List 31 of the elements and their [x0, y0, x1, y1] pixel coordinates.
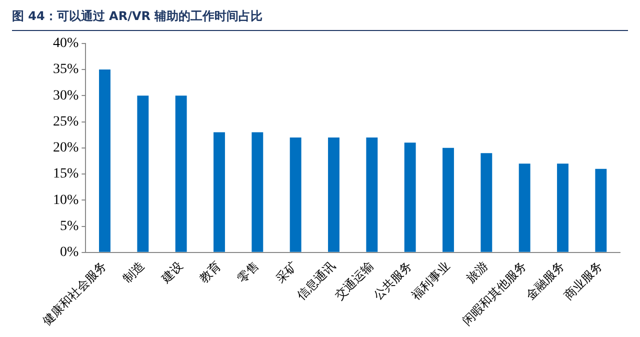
- bar: [175, 96, 187, 252]
- bar: [214, 132, 225, 252]
- x-tick-label: 教育: [196, 258, 224, 286]
- bar: [557, 164, 568, 252]
- y-tick-label: 15%: [52, 166, 79, 182]
- chart-title: 图 44：可以通过 AR/VR 辅助的工作时间占比: [12, 4, 628, 31]
- x-tick-label: 建设: [158, 258, 186, 287]
- bar: [442, 148, 454, 252]
- bar: [252, 132, 264, 252]
- y-tick-label: 40%: [52, 36, 79, 52]
- y-tick-label: 25%: [52, 114, 79, 130]
- y-tick-label: 10%: [52, 192, 79, 208]
- y-tick-label: 5%: [60, 218, 79, 234]
- x-tick-label: 采矿: [273, 258, 300, 286]
- bar: [480, 153, 492, 252]
- x-tick-label: 制造: [120, 258, 148, 286]
- x-tick-label: 健康和社会服务: [40, 258, 110, 328]
- bar: [328, 137, 340, 252]
- x-tick-label: 旅游: [464, 258, 491, 286]
- bar: [518, 164, 530, 252]
- bar: [595, 168, 607, 252]
- y-tick-label: 20%: [52, 140, 79, 156]
- bar: [290, 137, 302, 252]
- y-tick-label: 35%: [52, 62, 79, 78]
- x-tick-label: 零售: [234, 258, 262, 286]
- y-tick-label: 0%: [60, 245, 79, 260]
- bar: [99, 70, 110, 252]
- y-tick-label: 30%: [52, 88, 79, 104]
- bar: [366, 137, 378, 252]
- bar: [137, 96, 149, 252]
- bar: [404, 142, 416, 252]
